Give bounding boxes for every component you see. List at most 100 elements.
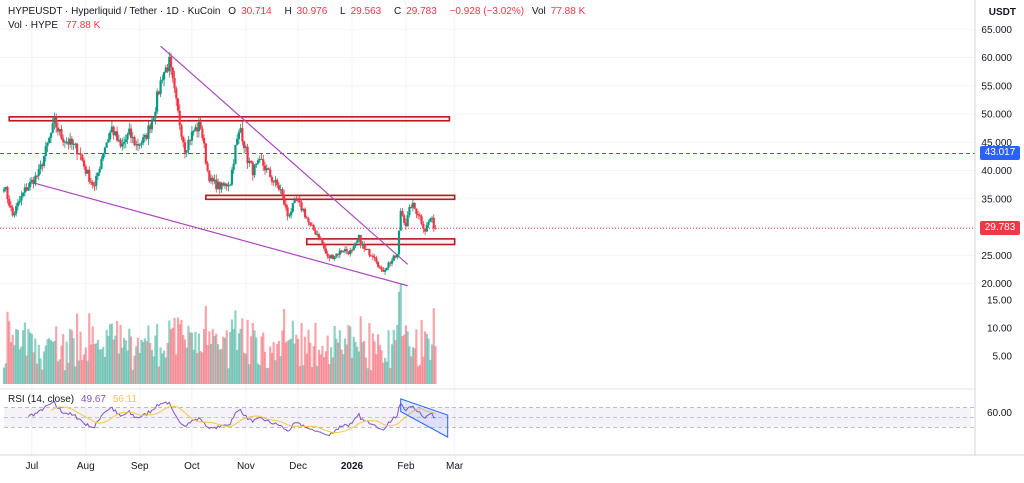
candle-body <box>364 248 368 250</box>
candle-body <box>34 175 37 185</box>
candle-body <box>377 262 380 267</box>
grid-lines <box>0 0 975 455</box>
volume-number: 77.88 K <box>550 6 586 17</box>
volume-bar <box>262 332 265 384</box>
high-value: H 30.976 <box>284 6 332 17</box>
price-tick-label: 55.000 <box>981 81 1012 92</box>
candle-body <box>133 137 136 146</box>
candle-body <box>255 163 258 165</box>
candle-body <box>331 255 334 259</box>
volume-bar <box>220 348 223 384</box>
candle-body <box>176 98 180 111</box>
candle-body <box>413 202 416 209</box>
volume-bar <box>303 336 307 384</box>
candle-body <box>162 72 166 80</box>
candle-body <box>32 179 35 185</box>
volume-bar <box>89 344 93 384</box>
volume-bar <box>145 341 148 384</box>
candle-body <box>394 255 397 258</box>
candle-body <box>30 179 33 182</box>
volume-bar <box>69 328 72 384</box>
candle-body <box>180 125 183 137</box>
candle-body <box>430 217 434 219</box>
candle-body <box>368 248 371 256</box>
candle-body <box>382 269 385 272</box>
volume-bar <box>249 336 253 384</box>
candle-body <box>347 251 350 255</box>
volume-bar <box>335 338 338 384</box>
volume-bar <box>420 320 423 384</box>
volume-legend-value: 77.88 K <box>65 20 101 31</box>
volume-bar <box>314 322 317 384</box>
candle-body <box>173 77 176 89</box>
low-value: L 29.563 <box>340 6 386 17</box>
volume-bar <box>286 340 289 384</box>
volume-bar <box>133 355 136 384</box>
open-label: O <box>228 6 237 17</box>
candle-body <box>244 146 247 149</box>
candle-body <box>225 183 228 187</box>
candle-body <box>243 141 246 149</box>
candle-body <box>213 179 216 182</box>
volume-bar <box>74 366 77 384</box>
price-tick-label: 20.000 <box>981 279 1012 290</box>
candle-body <box>136 144 140 146</box>
volume-bar <box>159 347 162 384</box>
candle-body <box>222 183 225 186</box>
volume-bar <box>394 340 397 384</box>
volume-bar <box>241 318 244 384</box>
volume-tick-label: 5.00 <box>993 352 1013 363</box>
volume-bar <box>196 353 199 384</box>
price-axis-unit[interactable]: USDT <box>988 7 1016 18</box>
volume-legend-label[interactable]: Vol · HYPE <box>8 20 59 31</box>
volume-bar <box>129 336 133 384</box>
candle-body <box>86 169 89 174</box>
candle-body <box>143 135 147 138</box>
volume-bar <box>41 369 44 384</box>
volume-bar <box>215 333 218 384</box>
volume-bar <box>434 345 437 384</box>
volume-bar <box>373 341 376 384</box>
volume-bar <box>166 342 169 384</box>
rsi-legend-label[interactable]: RSI (14, close) <box>8 394 75 405</box>
candle-body <box>81 155 84 161</box>
volume-legend-row: Vol · HYPE 77.88 K <box>8 19 595 33</box>
volume-bar <box>350 357 354 384</box>
volume-bar <box>378 344 381 384</box>
volume-bar <box>187 325 190 384</box>
volume-bar <box>399 284 402 384</box>
candle-body <box>18 200 21 203</box>
candle-body <box>345 249 348 252</box>
candle-body <box>70 138 73 145</box>
candle-body <box>150 120 153 130</box>
volume-bar <box>27 328 30 384</box>
candle-body <box>145 135 148 139</box>
candle-body <box>149 125 152 130</box>
time-tick-label: Nov <box>237 461 255 472</box>
volume-bar <box>333 326 336 384</box>
time-tick-label: Feb <box>397 461 415 472</box>
volume-bar <box>143 338 147 384</box>
candle-body <box>161 79 164 81</box>
volume-bar <box>126 350 129 384</box>
volume-bar <box>368 322 371 384</box>
volume-bar <box>197 333 200 384</box>
volume-bar <box>35 363 39 384</box>
price-tick-label: 40.000 <box>981 166 1012 177</box>
symbol-title[interactable]: HYPEUSDT · Hyperliquid / Tether · 1D · K… <box>8 6 221 17</box>
candle-body <box>418 215 421 217</box>
volume-bar <box>422 356 425 384</box>
time-axis[interactable]: Jul Aug Sep Oct Nov Dec 2026 Feb Mar <box>0 454 1024 472</box>
candle-body <box>283 194 286 205</box>
volume-bar <box>319 354 322 384</box>
candle-body <box>373 256 376 258</box>
volume-bar <box>256 363 260 384</box>
volume-bar <box>189 332 192 384</box>
candle-body <box>53 117 56 124</box>
volume-bar <box>140 339 143 384</box>
candle-body <box>262 159 265 166</box>
volume-bar <box>60 345 63 384</box>
volume-bar <box>135 346 138 384</box>
candle-body <box>328 256 331 259</box>
